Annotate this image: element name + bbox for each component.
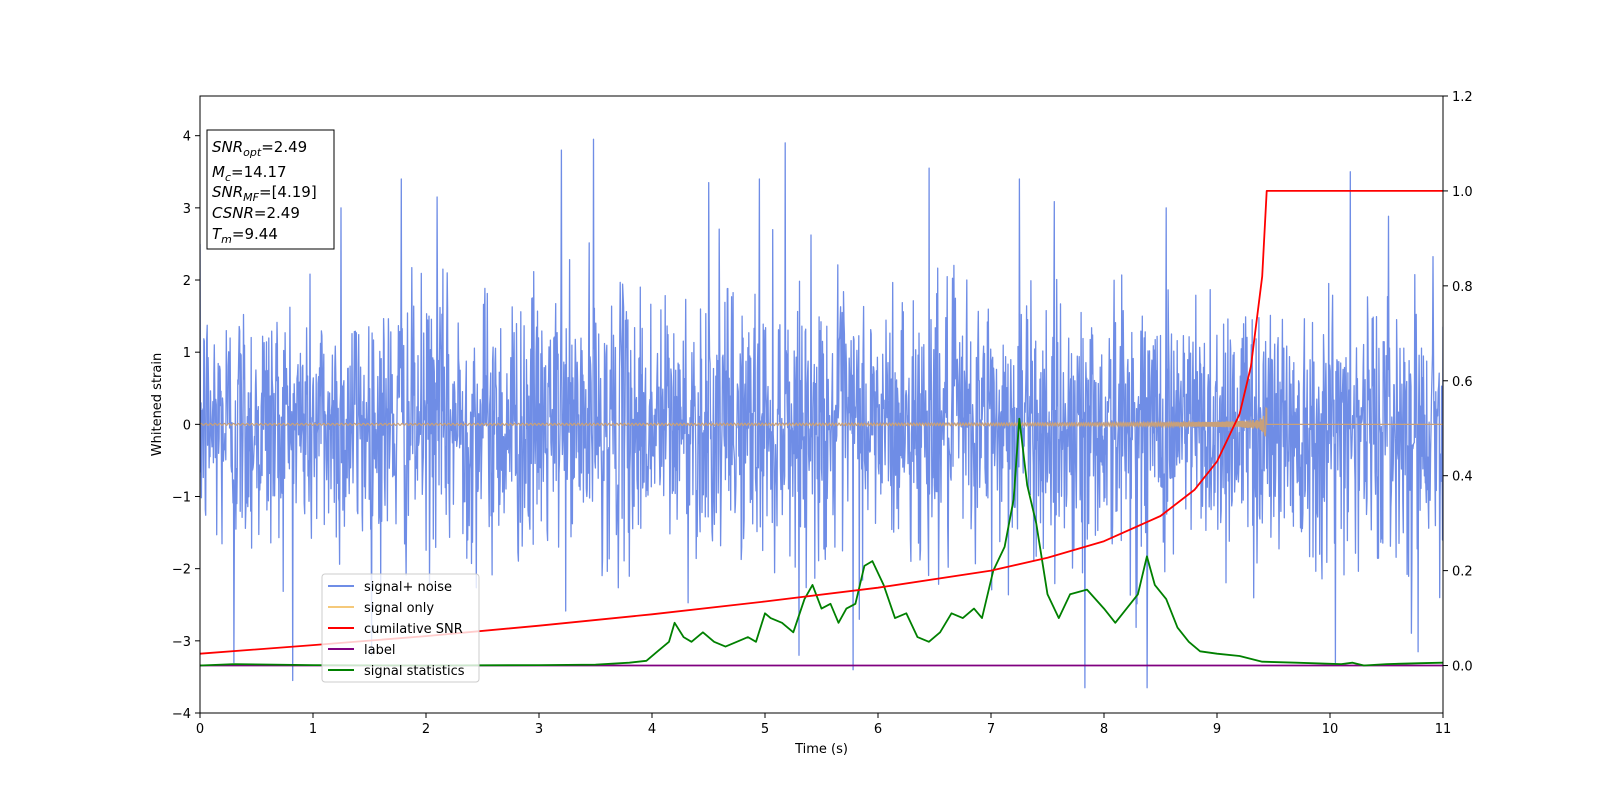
y-tick-label: −4 [172,707,191,722]
y-tick-label: 2 [183,274,191,289]
legend: signal+ noise signal only cumilative SNR la… [321,573,480,683]
info-value: =2.49 [261,138,307,156]
y-tick-label: 0 [183,418,191,433]
y-tick-label: −3 [172,635,191,650]
x-tick-label: 0 [196,722,204,737]
info-value: =2.49 [254,204,300,222]
x-tick-label: 8 [1100,722,1108,737]
series-signal-statistics [200,417,1443,667]
y-tick-label: 4 [183,130,191,145]
info-box: SNRopt=2.49Mc=14.17SNRMF=[4.19]CSNR=2.49… [206,129,335,250]
y2-tick-label: 0.8 [1452,280,1473,295]
x-tick-label: 10 [1322,722,1339,737]
info-subscript: c [225,171,231,184]
info-symbol: SNR [212,183,243,201]
x-tick-label: 11 [1435,722,1452,737]
axes: 0 1 2 3 4 5 6 7 8 9 10 11 −4 −3 −2 −1 0 1 2 3 4 0.0 0.2 0.4 0.6 0… [150,90,1473,757]
legend-label: cumilative SNR [364,622,463,637]
info-line: Mc=14.17 [212,163,287,184]
legend-label: signal+ noise [364,580,452,595]
info-value: =9.44 [232,225,278,243]
x-axis-title: Time (s) [794,742,848,757]
y-tick-label: −1 [172,491,191,506]
info-value: =[4.19] [259,183,317,201]
info-symbol: CSNR [212,204,254,222]
series-signal-only [200,406,1443,437]
info-value: =14.17 [231,163,287,181]
legend-label: signal statistics [364,664,465,679]
y-tick-label: 1 [183,346,191,361]
info-subscript: m [221,233,232,246]
y-tick-label: 3 [183,202,191,217]
x-tick-label: 9 [1213,722,1221,737]
info-line: SNRMF=[4.19] [212,183,317,204]
series-signal-noise [200,138,1443,689]
y2-tick-label: 0.2 [1452,565,1473,580]
info-line: SNRopt=2.49 [212,138,307,159]
y2-tick-label: 1.0 [1452,185,1473,200]
y2-tick-label: 0.0 [1452,660,1473,675]
x-tick-label: 2 [422,722,430,737]
info-line: Tm=9.44 [212,225,278,246]
x-tick-label: 5 [761,722,769,737]
info-subscript: opt [243,146,262,159]
x-tick-label: 6 [874,722,882,737]
x-tick-label: 1 [309,722,317,737]
info-line: CSNR=2.49 [212,204,300,222]
x-tick-label: 4 [648,722,656,737]
x-tick-label: 7 [987,722,995,737]
info-box-frame [206,129,335,250]
info-subscript: MF [243,191,259,204]
y-axis-title: Whitened strain [150,353,165,456]
legend-frame [321,573,480,683]
y2-tick-label: 1.2 [1452,90,1473,105]
info-symbol: SNR [212,138,243,156]
info-symbol: M [212,163,225,181]
info-symbol: T [212,225,223,243]
y-tick-label: −2 [172,563,191,578]
y2-tick-label: 0.6 [1452,375,1473,390]
plot-frame [199,95,1444,714]
x-tick-label: 3 [535,722,543,737]
legend-label: signal only [364,601,434,616]
legend-label: label [364,643,395,658]
y2-tick-label: 0.4 [1452,470,1473,485]
series-cumilative-SNR [200,190,1443,655]
